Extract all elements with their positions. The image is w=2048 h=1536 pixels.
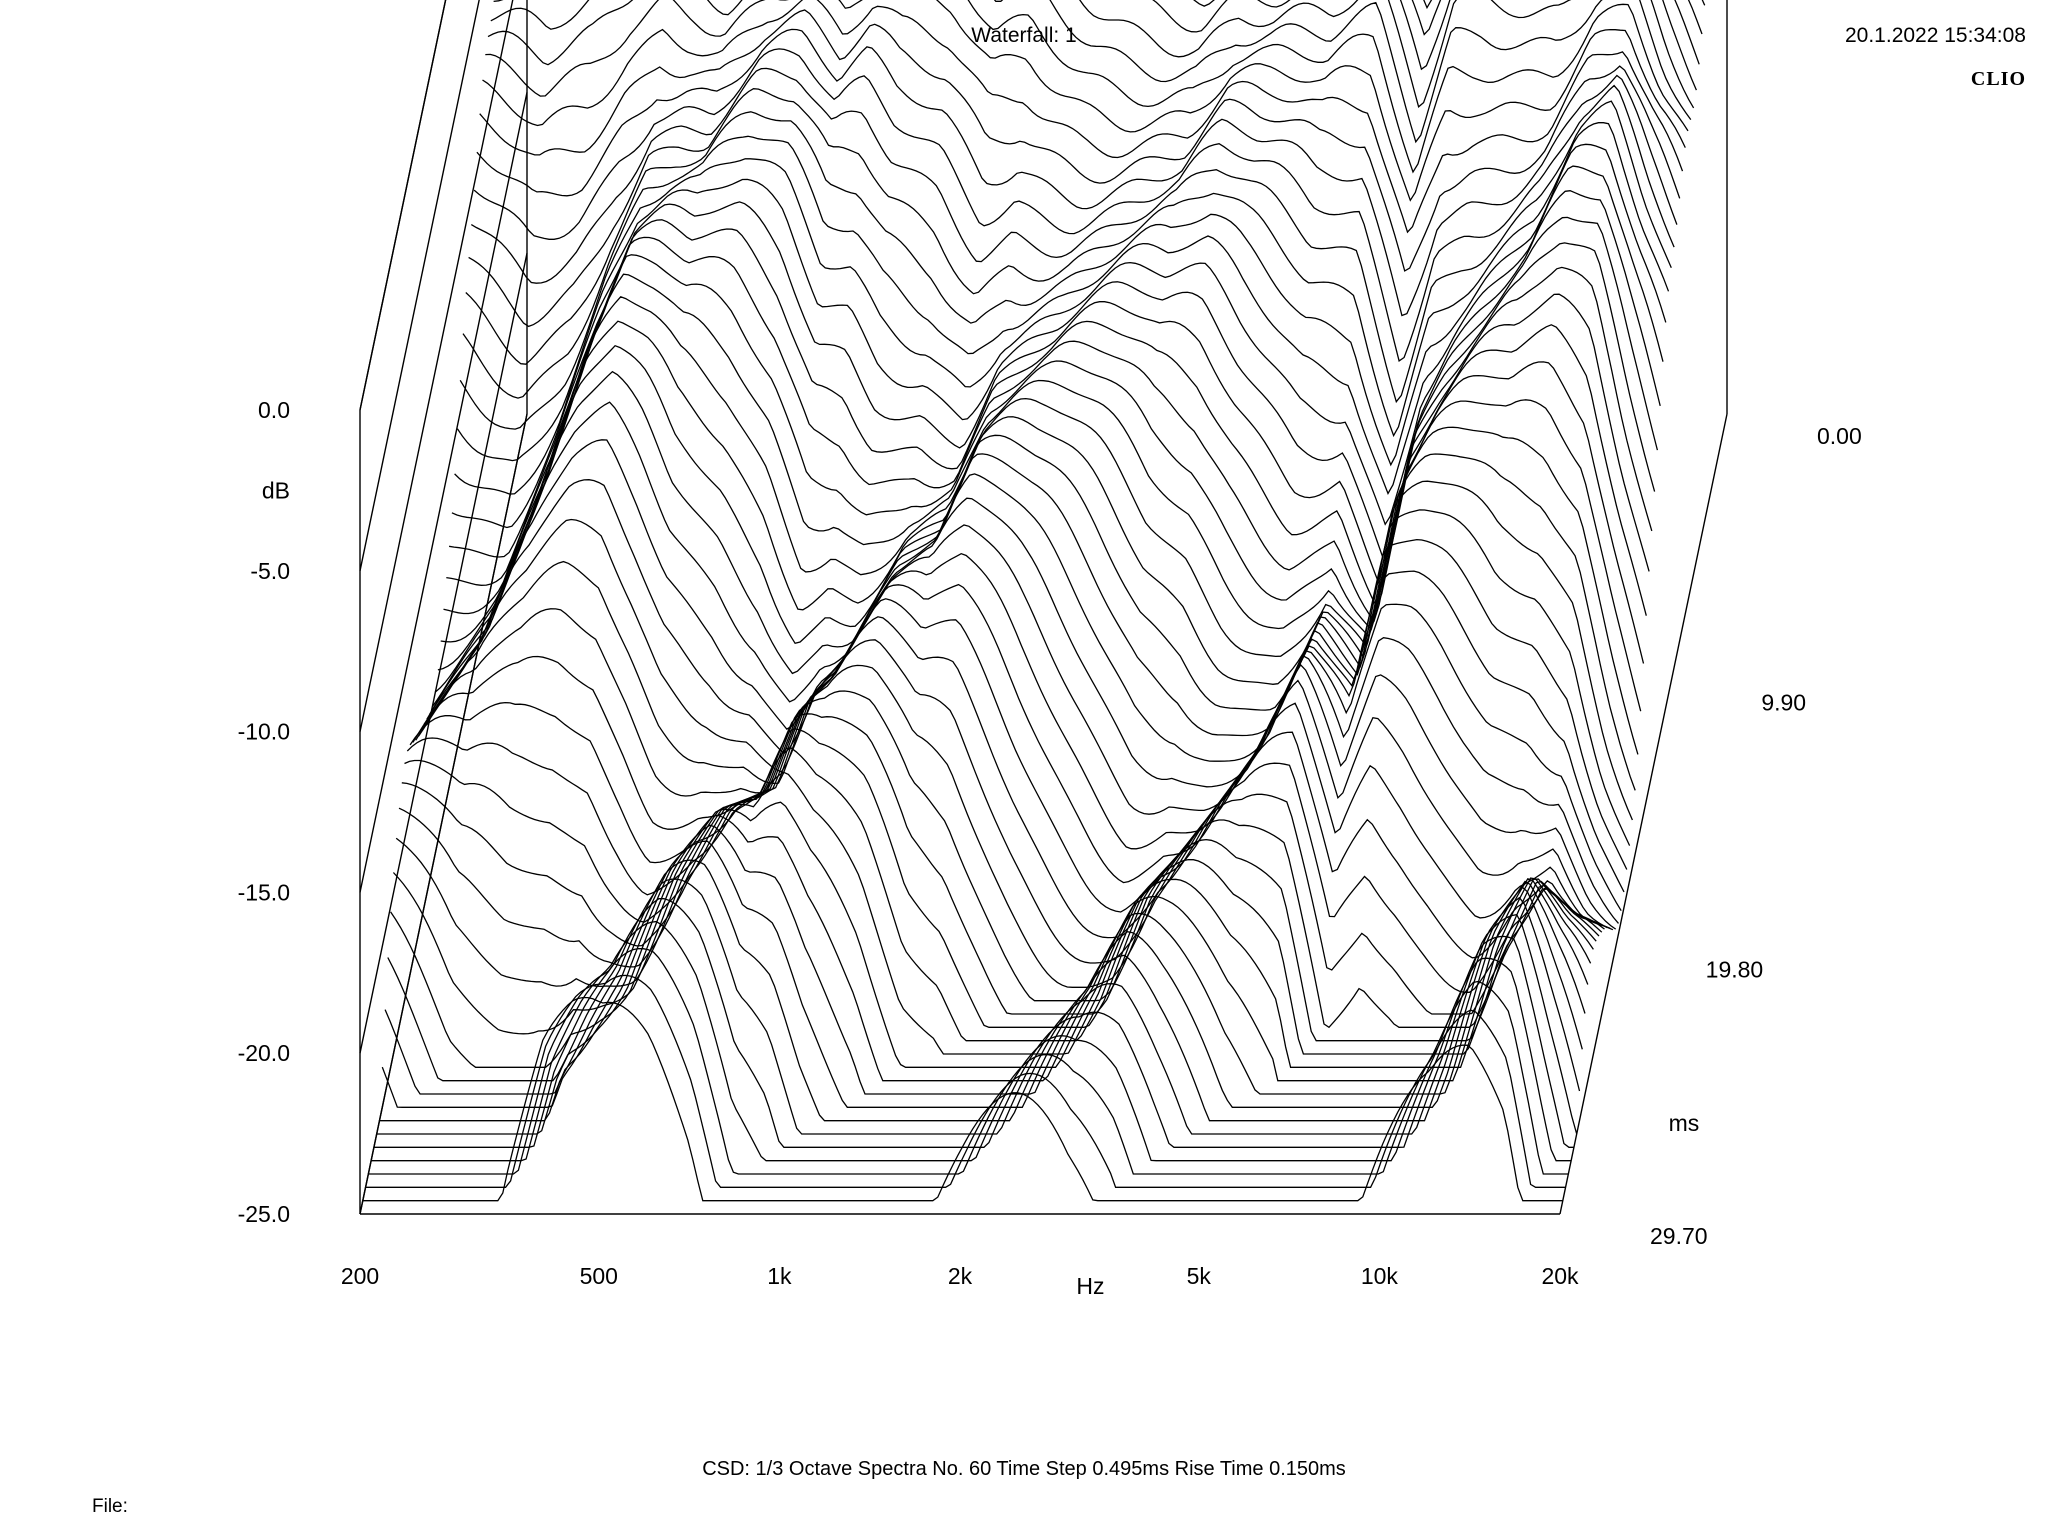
spectrum-57 — [368, 947, 1569, 1175]
spectrum-30 — [443, 273, 1645, 664]
spectrum-29 — [446, 254, 1647, 631]
spectrum-26 — [454, 201, 1656, 587]
spectrum-27 — [451, 219, 1653, 609]
spectrum-54 — [376, 878, 1578, 1135]
db-grid-line-0 — [359, 0, 447, 411]
measurement-info: CSD: 1/3 Octave Spectra No. 60 Time Step… — [702, 1458, 1346, 1480]
spectrum-24 — [459, 158, 1661, 526]
spectrum-28 — [448, 236, 1650, 623]
spectrum-48 — [392, 771, 1594, 1055]
timestamp: 20.1.2022 15:34:08 — [1844, 24, 2026, 47]
x-tick-label-6: 20k — [1541, 1263, 1579, 1289]
file-label: File: — [92, 1496, 128, 1517]
spectrum-15 — [485, 0, 1686, 202]
db-grid-line-1 — [359, 0, 480, 571]
spectrum-50 — [387, 814, 1589, 1082]
spectrum-10 — [1193, 0, 1700, 65]
spectrum-33 — [434, 344, 1636, 791]
spectrum-40 — [415, 598, 1617, 930]
y-tick-label-2: -10.0 — [238, 719, 290, 745]
z-tick-label-3: 29.70 — [1650, 1223, 1708, 1249]
spectrum-14 — [487, 0, 1689, 174]
spectrum-43 — [406, 664, 1608, 988]
spectrum-31 — [440, 296, 1642, 712]
spectrum-46 — [398, 728, 1600, 1029]
spectrum-13 — [490, 0, 1692, 144]
spectrum-16 — [482, 0, 1684, 234]
spectrum-21 — [468, 88, 1670, 438]
chart-title: Waterfall: 1 — [971, 24, 1077, 47]
spectrum-36 — [426, 439, 1628, 870]
spectrum-23 — [462, 135, 1664, 496]
spectrum-19 — [473, 48, 1675, 362]
spectrum-39 — [417, 560, 1619, 924]
y-axis-label: dB — [262, 477, 290, 503]
x-tick-label-2: 1k — [767, 1263, 792, 1289]
spectrum-12 — [493, 0, 1695, 109]
spectrum-45 — [401, 713, 1603, 1015]
spectrum-53 — [379, 859, 1581, 1122]
y-tick-label-3: -15.0 — [238, 879, 290, 905]
brand-logo: CLIO — [1970, 68, 2026, 90]
spectrum-55 — [373, 897, 1574, 1148]
spectrum-32 — [437, 320, 1639, 755]
spectrum-47 — [395, 747, 1597, 1042]
x-axis-label: Hz — [1076, 1273, 1104, 1299]
z-tick-label-1: 9.90 — [1761, 690, 1806, 716]
x-tick-label-0: 200 — [341, 1263, 379, 1289]
z-axis-label: ms — [1669, 1110, 1700, 1136]
x-tick-label-3: 2k — [948, 1263, 973, 1289]
spectrum-20 — [470, 67, 1672, 404]
spectrum-58 — [365, 974, 1566, 1188]
spectrum-51 — [384, 824, 1586, 1095]
y-tick-label-4: -20.0 — [238, 1040, 290, 1066]
spectrum-35 — [429, 401, 1631, 846]
spectrum-22 — [465, 111, 1667, 467]
floor-right-edge — [1559, 413, 1728, 1215]
y-tick-label-5: -25.0 — [238, 1201, 290, 1227]
x-tick-label-5: 10k — [1361, 1263, 1399, 1289]
y-tick-label-1: -5.0 — [250, 558, 290, 584]
spectrum-38 — [420, 518, 1622, 912]
spectrum-59 — [362, 996, 1563, 1202]
spectrum-18 — [476, 28, 1678, 317]
spectrum-56 — [371, 920, 1572, 1162]
spectrum-52 — [381, 840, 1583, 1108]
db-grid-line-4 — [359, 253, 528, 1054]
db-grid-line-2 — [359, 0, 514, 732]
spectrum-37 — [423, 479, 1625, 893]
plot-frame — [359, 0, 1728, 1215]
spectrum-34 — [431, 370, 1633, 821]
spectrum-41 — [412, 616, 1614, 939]
x-tick-label-1: 500 — [580, 1263, 618, 1289]
spectrum-42 — [409, 639, 1611, 964]
x-tick-label-4: 5k — [1187, 1263, 1212, 1289]
spectrum-8 — [1701, 0, 1706, 6]
top-left-edge — [359, 0, 447, 411]
axis-labels: 0.0 -5.0 -10.0 -15.0 -20.0 -25.0 dB 200 500 1k 2k 5… — [238, 397, 1862, 1299]
spectrum-25 — [456, 178, 1659, 558]
spectrum-49 — [390, 801, 1592, 1068]
spectra-curves — [362, 0, 1706, 1202]
z-tick-label-2: 19.80 — [1706, 956, 1764, 982]
z-tick-label-0: 0.00 — [1817, 423, 1862, 449]
db-grid-line-3 — [359, 92, 528, 893]
spectrum-44 — [404, 690, 1605, 1002]
spectrum-17 — [479, 9, 1681, 272]
y-tick-label-0: 0.0 — [258, 397, 290, 423]
